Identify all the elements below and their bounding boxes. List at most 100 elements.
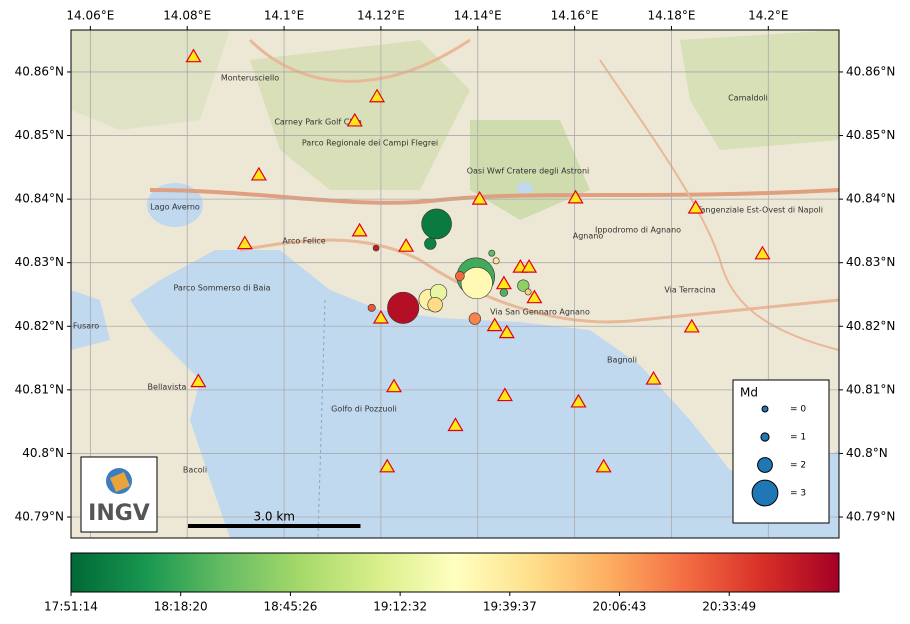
station (754, 245, 771, 260)
event (517, 279, 530, 292)
colorbar-tick-label: 19:39:37 (483, 600, 537, 614)
place-label: Via Terracina (664, 286, 715, 295)
park (250, 40, 470, 190)
y-tick-label: 40.85°N (15, 128, 64, 142)
station (498, 324, 515, 339)
y-tick-label: 40.8°N (22, 446, 64, 460)
y-tick-label: 40.79°N (846, 510, 895, 524)
station (521, 258, 538, 273)
station (398, 237, 415, 252)
pier (317, 299, 326, 538)
station (372, 309, 389, 324)
station (645, 370, 662, 385)
station (683, 318, 700, 333)
place-label: Carney Park Golf Club (274, 118, 361, 127)
station (595, 458, 612, 473)
event (372, 244, 380, 252)
station (379, 458, 396, 473)
road (248, 38, 471, 83)
logo: INGV (80, 456, 158, 533)
place-label: Agnano (573, 232, 604, 241)
x-tick-label: 14.12°E (357, 9, 405, 23)
event (468, 312, 481, 325)
x-tick-label: 14.14°E (454, 9, 502, 23)
colorbar-tick-label: 17:51:14 (44, 600, 98, 614)
logo-box (80, 456, 158, 533)
y-tick-label: 40.84°N (846, 192, 895, 206)
place-label: Fusaro (73, 322, 99, 331)
colorbar-tick-label: 20:33:49 (702, 600, 756, 614)
legend-label: = 1 (790, 433, 806, 443)
station (190, 373, 207, 388)
station (687, 199, 704, 214)
scale-bar: 3.0 km (188, 510, 361, 528)
event (387, 291, 420, 324)
scale-label: 3.0 km (253, 510, 295, 524)
x-tick-label: 14.08°E (163, 9, 211, 23)
place-label: Arco Felice (282, 237, 325, 246)
y-tick-label: 40.82°N (15, 319, 64, 333)
place-label: Oasi Wwf Cratere degli Astroni (467, 167, 590, 176)
y-tick-label: 40.8°N (846, 446, 888, 460)
logo-text: INGV (88, 501, 150, 526)
event (454, 271, 465, 281)
place-label: Camaldoli (728, 94, 768, 103)
legend-marker (761, 405, 769, 413)
event (424, 237, 437, 250)
event (421, 208, 452, 240)
station (570, 393, 587, 408)
legend-marker (751, 479, 779, 507)
legend: Md = 0 = 1 = 2 = 3 (732, 379, 830, 524)
y-tick-label: 40.83°N (846, 255, 895, 269)
x-tick-label: 14.18°E (647, 9, 695, 23)
place-label: Monterusciello (221, 74, 279, 83)
x-tick-label: 14.06°E (66, 9, 114, 23)
legend-label: = 2 (790, 461, 806, 471)
lake (517, 182, 533, 194)
legend-box (732, 379, 830, 524)
colorbar-tick-label: 20:06:43 (593, 600, 647, 614)
x-tick-label: 14.2°E (748, 9, 788, 23)
place-label: Via San Gennaro Agnano (490, 308, 590, 317)
event (367, 303, 376, 312)
station (567, 189, 584, 204)
legend-title: Md (740, 386, 758, 400)
place-label: Parco Regionale dei Campi Flegrei (302, 139, 438, 148)
x-tick-label: 14.1°E (264, 9, 304, 23)
y-tick-label: 40.85°N (846, 128, 895, 142)
colorbar-ticks: 17:51:14 18:18:20 18:45:26 19:12:32 19:39:37… (44, 592, 756, 614)
lake (147, 183, 203, 227)
event (524, 288, 532, 296)
y-tick-label: 40.86°N (15, 64, 64, 78)
marks (185, 48, 771, 473)
legend-marker (757, 457, 773, 473)
event (460, 267, 493, 300)
station (526, 289, 543, 304)
station (346, 112, 363, 127)
place-label: Tangenziale Est-Ovest di Napoli (696, 206, 823, 215)
colorbar-tick-label: 18:45:26 (263, 600, 317, 614)
y-tick-label: 40.82°N (846, 319, 895, 333)
event (492, 257, 500, 265)
station (368, 88, 386, 103)
station (496, 387, 513, 402)
place-label: Bagnoli (607, 356, 637, 365)
place-label: Golfo di Pozzuoli (331, 405, 397, 414)
station (471, 190, 488, 205)
park (680, 30, 839, 150)
logo-globe (110, 472, 130, 492)
station (250, 166, 267, 181)
station (351, 222, 368, 237)
y-tick-label: 40.83°N (15, 255, 64, 269)
map-frame (70, 29, 840, 539)
y-tick-label: 40.81°N (15, 382, 64, 396)
place-label: Bacoli (183, 466, 207, 475)
place-label: Parco Sommerso di Baia (173, 284, 270, 293)
colorbar-tick-label: 19:12:32 (373, 600, 427, 614)
station (236, 235, 253, 250)
sea (130, 250, 839, 538)
station (185, 48, 202, 63)
station (486, 317, 503, 332)
station (385, 378, 403, 393)
